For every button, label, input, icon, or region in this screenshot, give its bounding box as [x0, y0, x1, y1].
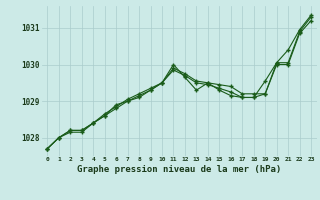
X-axis label: Graphe pression niveau de la mer (hPa): Graphe pression niveau de la mer (hPa)	[77, 165, 281, 174]
